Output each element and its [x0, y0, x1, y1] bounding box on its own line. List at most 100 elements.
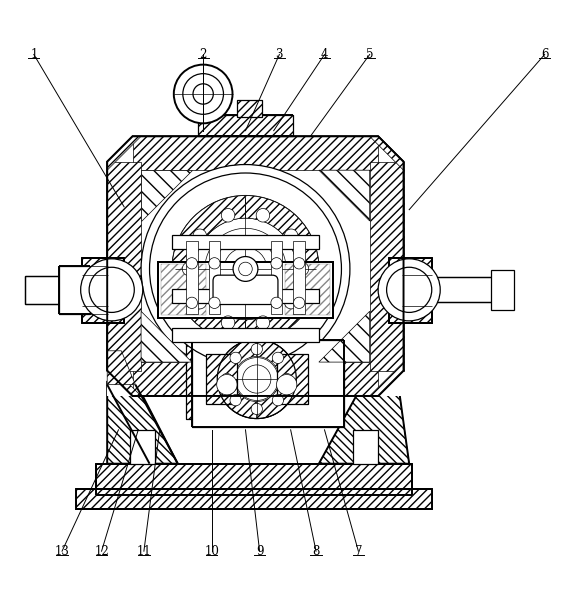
Circle shape [251, 403, 262, 415]
Circle shape [195, 218, 296, 320]
Text: 13: 13 [55, 545, 70, 557]
Circle shape [174, 65, 233, 124]
Bar [276, 353, 308, 404]
Bar [158, 262, 333, 318]
Text: 7: 7 [355, 545, 362, 557]
Bar [206, 353, 237, 404]
Bar [186, 340, 327, 419]
Text: 10: 10 [204, 545, 219, 557]
Circle shape [251, 343, 262, 355]
Bar [198, 115, 294, 136]
Circle shape [184, 207, 308, 331]
Polygon shape [141, 170, 192, 221]
Text: 8: 8 [312, 545, 320, 557]
Circle shape [81, 259, 142, 321]
Circle shape [239, 262, 253, 276]
Text: 1: 1 [30, 48, 38, 61]
Circle shape [186, 257, 198, 269]
Wedge shape [256, 340, 296, 419]
Circle shape [294, 297, 305, 308]
Bar [25, 276, 82, 304]
Bar [186, 340, 327, 419]
Bar [237, 100, 262, 116]
Circle shape [271, 257, 282, 269]
Bar [133, 362, 378, 396]
Bar [158, 262, 333, 318]
Bar [431, 277, 505, 302]
Circle shape [182, 262, 196, 276]
Circle shape [217, 340, 296, 419]
Circle shape [243, 365, 271, 393]
Circle shape [209, 257, 220, 269]
Circle shape [193, 84, 213, 104]
Circle shape [235, 358, 278, 400]
Circle shape [256, 316, 270, 329]
Polygon shape [107, 382, 178, 464]
FancyBboxPatch shape [213, 275, 278, 305]
Bar [276, 353, 308, 404]
Bar [285, 265, 330, 315]
Polygon shape [107, 351, 136, 385]
Circle shape [221, 209, 235, 222]
Text: 4: 4 [321, 48, 328, 61]
Bar [59, 266, 90, 314]
Bar [82, 257, 124, 323]
Bar [133, 136, 378, 170]
Circle shape [149, 173, 341, 365]
Bar [294, 241, 305, 314]
Bar [209, 241, 220, 314]
Polygon shape [319, 382, 409, 464]
Circle shape [193, 295, 206, 309]
Polygon shape [319, 170, 370, 221]
Circle shape [294, 257, 305, 269]
Bar [130, 430, 155, 464]
Circle shape [221, 316, 235, 329]
Bar [186, 241, 198, 314]
Bar [206, 353, 237, 404]
Circle shape [172, 196, 319, 343]
Circle shape [89, 267, 135, 313]
Bar [96, 464, 412, 495]
Bar [161, 265, 206, 315]
Bar [76, 489, 431, 509]
Bar [491, 270, 514, 310]
Circle shape [217, 374, 237, 395]
Polygon shape [107, 136, 404, 396]
Bar [389, 257, 431, 323]
Bar [271, 241, 282, 314]
Text: 3: 3 [276, 48, 283, 61]
Wedge shape [217, 340, 256, 419]
Text: 6: 6 [541, 48, 548, 61]
Bar [82, 257, 124, 323]
Circle shape [183, 74, 223, 114]
Bar [172, 289, 319, 303]
Circle shape [272, 395, 284, 406]
Circle shape [233, 257, 258, 281]
Circle shape [209, 297, 220, 308]
Bar [76, 489, 431, 509]
Bar [389, 257, 431, 323]
Circle shape [386, 267, 431, 313]
Text: 9: 9 [256, 545, 263, 557]
Polygon shape [107, 136, 141, 170]
Polygon shape [141, 311, 192, 362]
Wedge shape [246, 196, 319, 343]
Polygon shape [319, 311, 370, 362]
Circle shape [378, 259, 440, 321]
Circle shape [186, 297, 198, 308]
Bar [172, 328, 319, 343]
Wedge shape [172, 196, 246, 343]
Circle shape [256, 209, 270, 222]
Circle shape [227, 350, 286, 409]
Text: 11: 11 [136, 545, 151, 557]
Circle shape [221, 373, 233, 385]
Bar [353, 430, 378, 464]
Text: 5: 5 [366, 48, 373, 61]
Bar [198, 115, 294, 136]
Polygon shape [370, 362, 404, 396]
Bar [107, 136, 404, 396]
Polygon shape [107, 362, 141, 396]
Circle shape [271, 297, 282, 308]
Circle shape [295, 262, 309, 276]
Circle shape [193, 229, 206, 242]
